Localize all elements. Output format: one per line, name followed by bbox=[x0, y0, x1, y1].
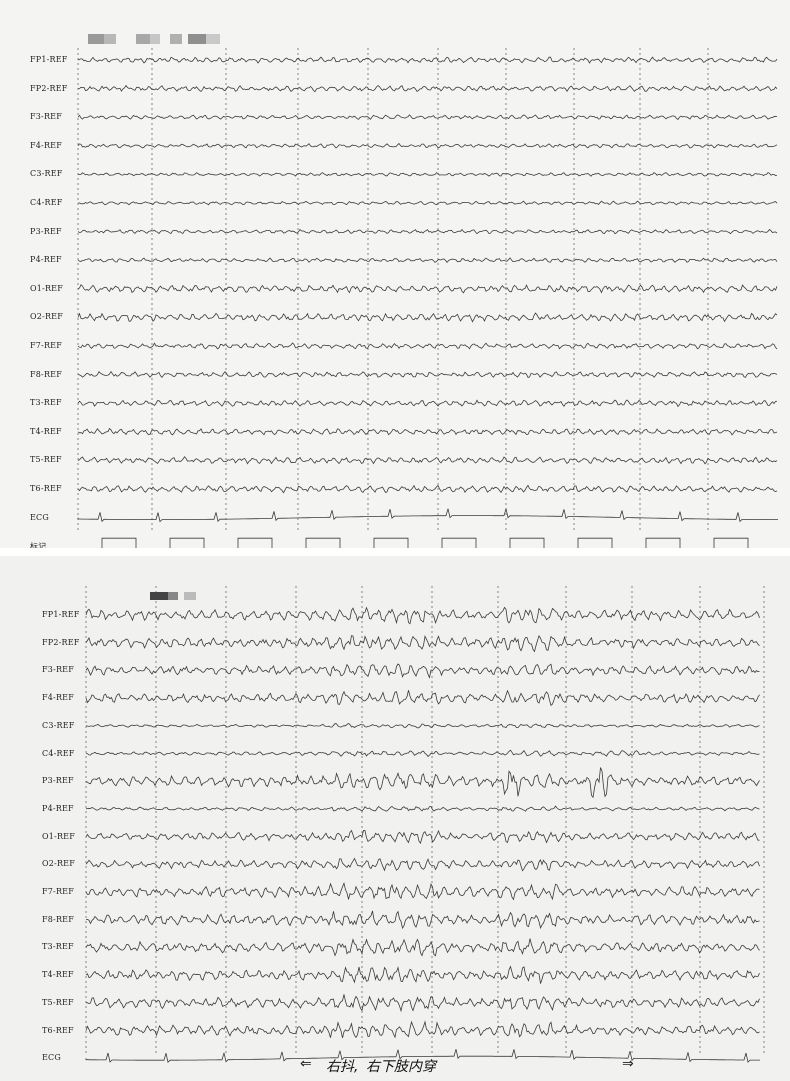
eeg-traces-top bbox=[77, 48, 778, 548]
eeg-channel-trace bbox=[77, 257, 778, 264]
eeg-channel-trace bbox=[85, 1020, 760, 1039]
top-channel-label: FP2-REF bbox=[30, 83, 68, 93]
bottom-channel-label: T4-REF bbox=[42, 970, 74, 980]
top-channel-label: T3-REF bbox=[30, 398, 62, 408]
eeg-channel-trace bbox=[77, 370, 778, 379]
eeg-channel-trace bbox=[77, 142, 778, 149]
eeg-channel-trace bbox=[77, 342, 778, 350]
eeg-channel-trace bbox=[85, 723, 760, 729]
top-channel-label: FP1-REF bbox=[30, 55, 68, 64]
eeg-channel-trace bbox=[78, 200, 778, 206]
bottom-channel-label: O2-REF bbox=[42, 859, 75, 869]
top-channel-label: F8-REF bbox=[30, 369, 62, 379]
eeg-channel-trace bbox=[85, 829, 760, 844]
eeg-channel-trace bbox=[85, 767, 760, 799]
eeg-channel-trace bbox=[77, 399, 778, 408]
top-channel-label: P4-REF bbox=[30, 255, 62, 265]
bottom-channel-label: F8-REF bbox=[42, 914, 74, 924]
top-channel-label: 标记 bbox=[30, 542, 47, 548]
eeg-channel-trace bbox=[85, 910, 760, 930]
eeg-channel-trace bbox=[86, 994, 760, 1013]
bottom-channel-label: FP1-REF bbox=[42, 610, 80, 619]
bottom-channel-label: O1-REF bbox=[42, 831, 75, 841]
top-channel-label: F4-REF bbox=[30, 140, 62, 150]
top-channel-label: T5-REF bbox=[30, 455, 62, 465]
eeg-channel-trace bbox=[77, 56, 778, 64]
top-channel-label: T4-REF bbox=[30, 426, 62, 436]
eeg-channel-trace bbox=[77, 456, 778, 465]
eeg-channel-trace bbox=[77, 427, 778, 436]
bottom-channel-label: T6-REF bbox=[42, 1025, 74, 1035]
annotation-arrow-left: ⇐ bbox=[300, 1056, 312, 1072]
eeg-channel-trace bbox=[77, 284, 778, 294]
annotation-arrow-right: ⇒ bbox=[622, 1056, 634, 1072]
eeg-channel-trace bbox=[85, 938, 760, 957]
annotation-prefix: 右抖, bbox=[326, 1059, 359, 1075]
redacted-mark bbox=[150, 592, 210, 602]
top-channel-label: O2-REF bbox=[30, 312, 63, 322]
eeg-channel-trace bbox=[85, 606, 760, 625]
bottom-channel-label: P4-REF bbox=[42, 803, 74, 813]
eeg-channel-trace bbox=[77, 84, 778, 93]
eeg-channel-trace bbox=[77, 172, 778, 177]
eeg-channel-trace bbox=[85, 881, 760, 901]
eeg-channel-trace bbox=[85, 749, 760, 758]
eeg-channel-trace bbox=[85, 857, 760, 872]
bottom-channel-label: F7-REF bbox=[42, 887, 74, 896]
top-channel-label: T6-REF bbox=[30, 484, 62, 493]
top-channel-label: ECG bbox=[30, 512, 49, 522]
bottom-channel-label: ECG bbox=[42, 1053, 61, 1063]
top-channel-label: O1-REF bbox=[30, 283, 63, 293]
annotation-text: 右下肢内穿 bbox=[366, 1059, 436, 1075]
eeg-traces-bottom bbox=[85, 586, 765, 1063]
eeg-channel-trace bbox=[77, 484, 778, 494]
bottom-channel-label: C3-REF bbox=[42, 720, 75, 730]
bottom-channel-label: T3-REF bbox=[42, 942, 74, 952]
top-channel-label: C4-REF bbox=[30, 198, 63, 207]
bottom-channel-label: T5-REF bbox=[42, 997, 74, 1007]
eeg-channel-trace bbox=[85, 635, 760, 653]
ecg-trace bbox=[77, 508, 778, 523]
top-channel-label: P3-REF bbox=[30, 226, 62, 236]
eeg-channel-trace bbox=[77, 114, 778, 120]
eeg-channel-trace bbox=[85, 663, 760, 679]
bottom-channel-label: C4-REF bbox=[42, 748, 75, 758]
eeg-channel-trace bbox=[77, 312, 778, 323]
eeg-channel-trace bbox=[77, 228, 778, 235]
eeg-channel-trace bbox=[85, 805, 760, 812]
bottom-channel-label: F4-REF bbox=[42, 693, 74, 703]
top-channel-label: C3-REF bbox=[30, 169, 63, 179]
bottom-channel-label: FP2-REF bbox=[42, 637, 80, 647]
bottom-channel-label: P3-REF bbox=[42, 776, 74, 786]
eeg-channel-trace bbox=[85, 689, 760, 707]
eeg-sheet-bottom: FP1-REF FP2-REF F3-REF F4-REF C3-REF C4-REF P3… bbox=[0, 556, 790, 1081]
sheet-divider bbox=[0, 548, 790, 556]
top-channel-label: F7-REF bbox=[30, 341, 62, 350]
eeg-channel-trace bbox=[85, 965, 760, 984]
bottom-channel-label: F3-REF bbox=[42, 665, 74, 675]
redacted-name bbox=[88, 34, 238, 44]
top-channel-label: F3-REF bbox=[30, 112, 62, 122]
ecg-trace bbox=[85, 1049, 760, 1063]
eeg-sheet-top: FP1-REF FP2-REF F3-REF F4-REF C3-REF C4-REF P3… bbox=[0, 0, 790, 548]
marker-trace bbox=[101, 537, 749, 548]
